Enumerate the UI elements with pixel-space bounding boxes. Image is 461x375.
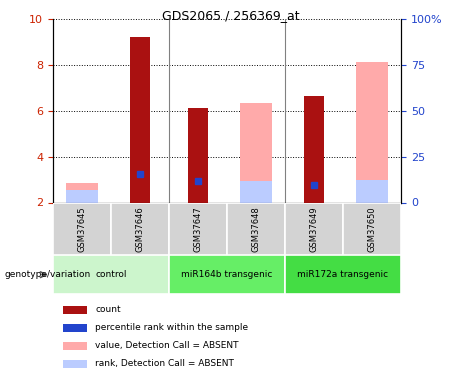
Text: miR172a transgenic: miR172a transgenic <box>297 270 389 279</box>
Text: GDS2065 / 256369_at: GDS2065 / 256369_at <box>162 9 299 22</box>
Bar <box>343 202 401 255</box>
Text: GSM37649: GSM37649 <box>309 206 319 252</box>
Bar <box>63 342 87 350</box>
Text: rank, Detection Call = ABSENT: rank, Detection Call = ABSENT <box>95 359 234 368</box>
Bar <box>285 202 343 255</box>
Bar <box>63 306 87 314</box>
Bar <box>66 190 98 202</box>
Text: percentile rank within the sample: percentile rank within the sample <box>95 323 248 332</box>
Bar <box>130 37 150 203</box>
Text: miR164b transgenic: miR164b transgenic <box>181 270 273 279</box>
Bar <box>169 202 227 255</box>
Bar <box>63 324 87 332</box>
Text: GSM37648: GSM37648 <box>252 206 260 252</box>
Bar <box>240 103 272 202</box>
Bar <box>356 62 388 202</box>
Bar <box>63 360 87 368</box>
Text: control: control <box>95 270 127 279</box>
Text: count: count <box>95 305 121 314</box>
Text: GSM37646: GSM37646 <box>136 206 145 252</box>
Bar <box>66 183 98 203</box>
Bar <box>188 108 208 202</box>
Bar <box>111 202 169 255</box>
Text: GSM37645: GSM37645 <box>77 206 87 252</box>
Bar <box>240 181 272 203</box>
Text: GSM37647: GSM37647 <box>194 206 202 252</box>
Text: value, Detection Call = ABSENT: value, Detection Call = ABSENT <box>95 341 239 350</box>
Bar <box>356 180 388 203</box>
Bar <box>227 202 285 255</box>
Text: GSM37650: GSM37650 <box>367 206 377 252</box>
Bar <box>169 255 285 294</box>
Bar <box>285 255 401 294</box>
Text: genotype/variation: genotype/variation <box>5 270 91 279</box>
Bar <box>53 202 111 255</box>
Bar <box>53 255 169 294</box>
Bar <box>304 96 324 202</box>
